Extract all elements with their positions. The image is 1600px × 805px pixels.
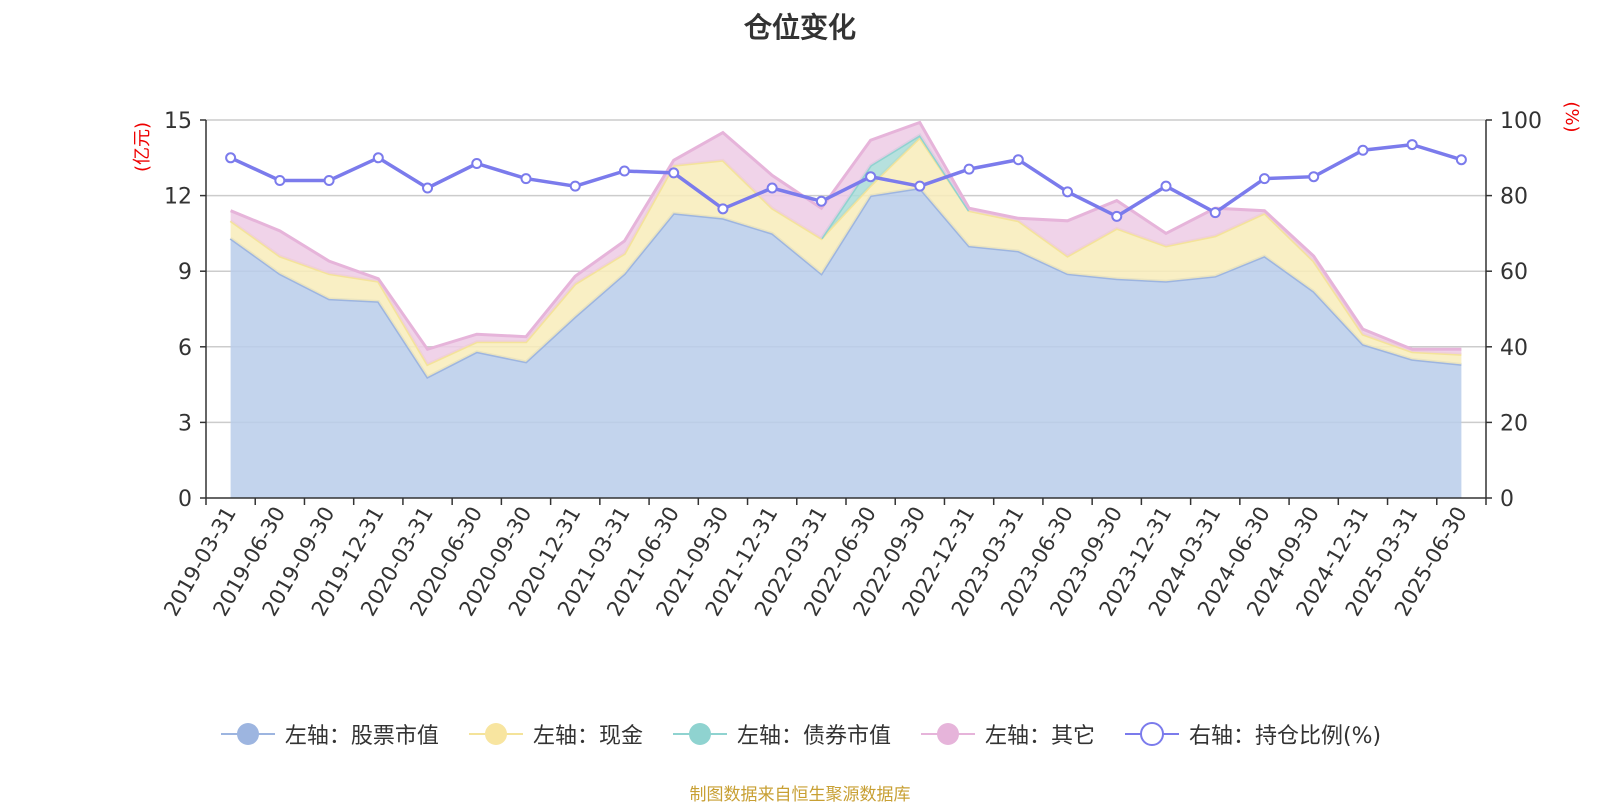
right-tick-label: 100 (1500, 109, 1542, 134)
ratio-point (323, 174, 335, 186)
legend-label-other: 左轴：其它 (984, 724, 1095, 749)
ratio-point (963, 163, 975, 175)
ratio-point (914, 180, 926, 192)
legend-label-cash: 左轴：现金 (532, 724, 643, 749)
source-note: 制图数据来自恒生聚源数据库 (689, 785, 911, 805)
legend-item-other[interactable]: 左轴：其它 (919, 718, 1095, 750)
right-tick-label: 20 (1500, 411, 1528, 436)
left-tick-label: 15 (164, 109, 192, 134)
ratio-point (471, 157, 483, 169)
ratio-point (1160, 180, 1172, 192)
ratio-point (225, 152, 237, 164)
legend-item-stock[interactable]: 左轴：股票市值 (219, 718, 439, 750)
legend-swatch-bond-icon (672, 723, 727, 745)
left-tick-label: 12 (164, 185, 192, 210)
legend-label-ratio: 右轴：持仓比例(%) (1188, 724, 1382, 749)
legend-swatch-stock-icon (220, 723, 275, 745)
left-tick-label: 3 (178, 411, 192, 436)
ratio-point (815, 195, 827, 207)
legend-swatch-cash-icon (468, 723, 523, 745)
legend-label-bond: 左轴：债券市值 (736, 724, 891, 749)
left-tick-label: 0 (178, 487, 192, 512)
legend-item-ratio[interactable]: 右轴：持仓比例(%) (1123, 718, 1381, 750)
ratio-series-line (229, 142, 1462, 219)
ratio-point (372, 152, 384, 164)
stacked-areas (229, 120, 1462, 498)
ratio-point (1258, 173, 1270, 185)
right-axis-unit-label: (%) (1561, 101, 1582, 132)
ratio-line (225, 139, 1467, 222)
left-tick-label: 9 (178, 260, 192, 285)
right-tick-label: 40 (1500, 336, 1528, 361)
ratio-point (1357, 144, 1369, 156)
area-other-edge (230, 120, 1462, 352)
legend-item-cash[interactable]: 左轴：现金 (467, 718, 643, 750)
area-cash-fill (230, 137, 1462, 377)
ratio-point (766, 182, 778, 194)
chart-title: 仓位变化 (743, 11, 856, 44)
chart-legend: 左轴：股票市值 左轴：现金 左轴：债券市值 左轴：其它 右轴：持仓比例(%) (0, 718, 1600, 750)
right-tick-label: 0 (1500, 487, 1514, 512)
left-axis-unit-label: (亿元) (132, 122, 153, 172)
ratio-point (274, 174, 286, 186)
ratio-point (717, 203, 729, 215)
right-tick-label: 80 (1500, 185, 1528, 210)
ratio-point (1111, 210, 1123, 222)
legend-swatch-ratio-icon (1124, 722, 1179, 746)
ratio-point (520, 173, 532, 185)
ratio-point (1406, 139, 1418, 151)
ratio-point (865, 171, 877, 183)
legend-item-bond[interactable]: 左轴：债券市值 (671, 718, 891, 750)
ratio-point (1012, 154, 1024, 166)
left-tick-label: 6 (178, 336, 192, 361)
right-tick-label: 60 (1500, 260, 1528, 285)
ratio-point (1062, 186, 1074, 198)
area-stock-fill (230, 188, 1462, 498)
ratio-point (618, 165, 630, 177)
ratio-point (668, 167, 680, 179)
ratio-point (1308, 171, 1320, 183)
ratio-point (1209, 207, 1221, 219)
ratio-point (1455, 154, 1467, 166)
legend-swatch-other-icon (920, 723, 975, 745)
ratio-point (422, 182, 434, 194)
legend-label-stock: 左轴：股票市值 (284, 724, 439, 749)
area-bond-fill (821, 135, 970, 239)
ratio-point (569, 180, 581, 192)
